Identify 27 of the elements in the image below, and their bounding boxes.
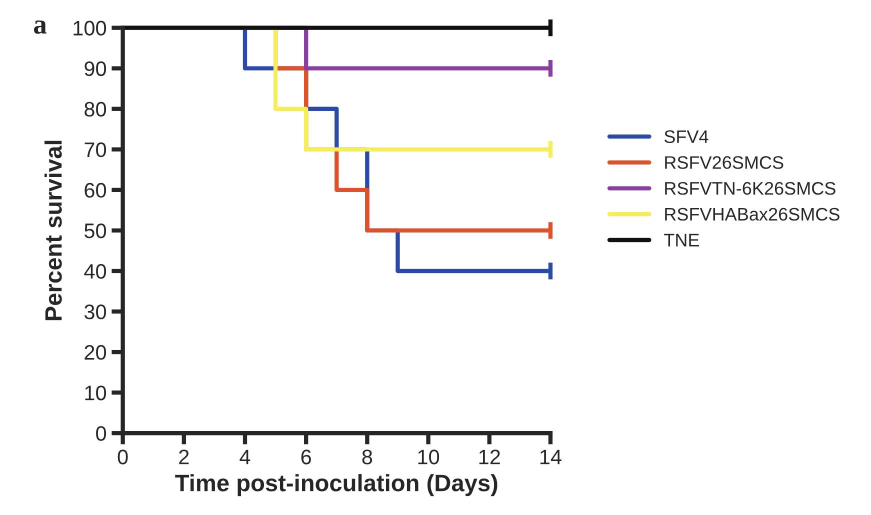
x-tick-label: 10 <box>418 450 440 464</box>
y-tick-label: 90 <box>84 61 106 76</box>
x-tick-label: 6 <box>301 450 311 464</box>
y-tick-label: 40 <box>84 264 106 279</box>
text: a <box>34 20 47 34</box>
y-tick-label: 100 <box>74 20 106 36</box>
y-axis-title: Percent survival <box>44 140 62 320</box>
legend-label: RSFVTN-6K26SMCS <box>665 182 836 195</box>
y-tick-label: 20 <box>84 345 106 360</box>
x-tick-label: 12 <box>479 450 500 464</box>
y-tick-label: 70 <box>84 142 106 158</box>
x-axis-title: Time post-inoculation (Days) <box>175 474 498 496</box>
x-tick-label: 14 <box>540 450 562 464</box>
x-tick-label: 0 <box>118 450 128 464</box>
x-tick-label: 8 <box>362 450 372 464</box>
legend-label: SFV4 <box>664 130 708 144</box>
legend-label: RSFV26SMCS <box>665 156 784 169</box>
y-tick-label: 0 <box>96 426 106 441</box>
y-tick-label: 60 <box>84 182 106 198</box>
y-tick-label: 30 <box>84 304 106 320</box>
y-tick-label: 80 <box>84 102 106 117</box>
legend-label: RSFVHABax26SMCS <box>665 208 840 221</box>
x-tick-label: 2 <box>179 450 189 464</box>
legend-label: TNE <box>664 234 699 246</box>
x-tick-label: 4 <box>240 450 250 464</box>
y-tick-label: 50 <box>84 223 106 238</box>
y-tick-label: 10 <box>85 386 106 400</box>
